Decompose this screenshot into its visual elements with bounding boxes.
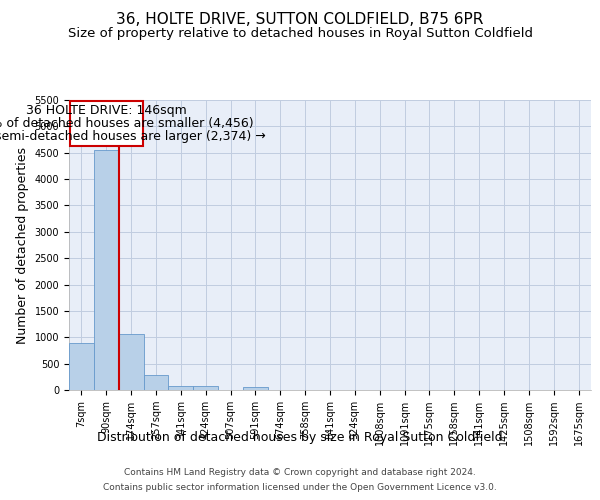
Text: Contains public sector information licensed under the Open Government Licence v3: Contains public sector information licen… [103,483,497,492]
Bar [243,387,268,390]
Bar [193,386,218,390]
Text: 35% of semi-detached houses are larger (2,374) →: 35% of semi-detached houses are larger (… [0,130,266,142]
Bar [70,101,143,146]
Text: Distribution of detached houses by size in Royal Sutton Coldfield: Distribution of detached houses by size … [97,431,503,444]
Bar [94,150,119,390]
Text: 36, HOLTE DRIVE, SUTTON COLDFIELD, B75 6PR: 36, HOLTE DRIVE, SUTTON COLDFIELD, B75 6… [116,12,484,28]
Bar [69,342,94,390]
Text: Size of property relative to detached houses in Royal Sutton Coldfield: Size of property relative to detached ho… [67,28,533,40]
Bar [119,334,143,390]
Text: ← 65% of detached houses are smaller (4,456): ← 65% of detached houses are smaller (4,… [0,117,253,130]
Bar [143,374,169,390]
Text: Contains HM Land Registry data © Crown copyright and database right 2024.: Contains HM Land Registry data © Crown c… [124,468,476,477]
Text: 36 HOLTE DRIVE: 146sqm: 36 HOLTE DRIVE: 146sqm [26,104,187,118]
Y-axis label: Number of detached properties: Number of detached properties [16,146,29,344]
Bar [169,386,193,390]
